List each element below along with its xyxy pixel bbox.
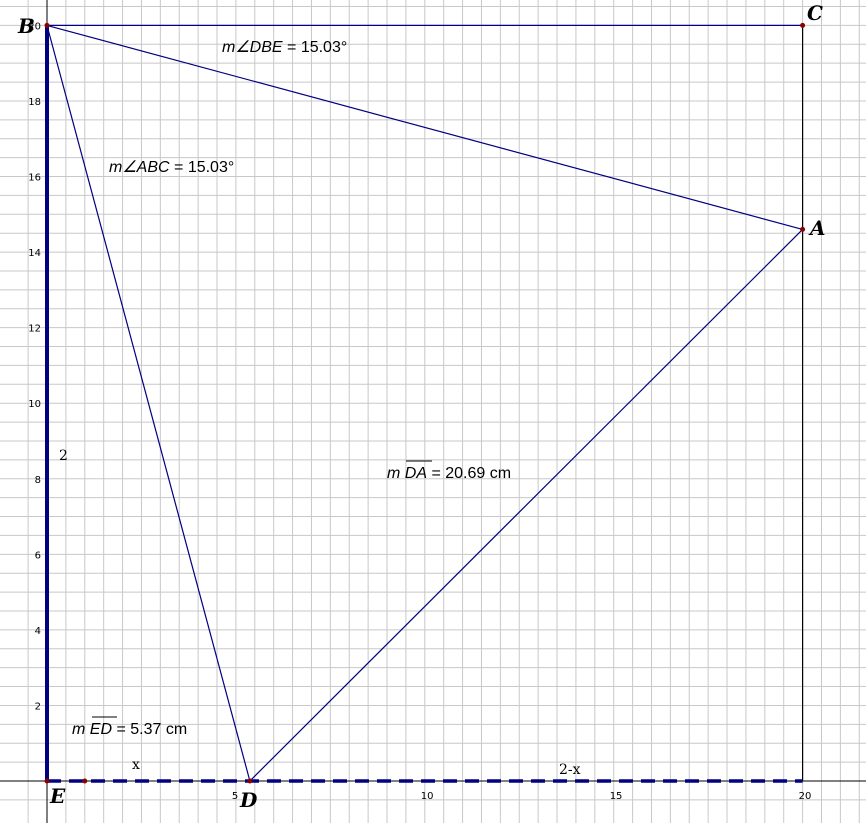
measure-segment-da-name: DA bbox=[405, 465, 427, 482]
measure-segment-da-value: = 20.69 cm bbox=[427, 465, 511, 482]
x-tick-label: 5 bbox=[232, 791, 238, 802]
measure-angle-dbe-prefix: m∠DBE bbox=[222, 39, 283, 56]
measure-angle-abc-value: = 15.03° bbox=[170, 159, 235, 176]
measure-angle-dbe-value: = 15.03° bbox=[283, 39, 348, 56]
measure-segment-ed-value: = 5.37 cm bbox=[112, 721, 187, 738]
y-tick-label: 14 bbox=[28, 248, 41, 259]
tick-labels: 5 10 15 20 2 4 6 8 10 12 14 16 18 20 bbox=[28, 21, 811, 802]
y-tick-label: 12 bbox=[28, 324, 41, 335]
label-point-d: D bbox=[239, 788, 258, 812]
segment-bd bbox=[46, 25, 251, 782]
y-tick-label: 4 bbox=[35, 626, 41, 637]
label-rest: 2-x bbox=[559, 762, 581, 778]
label-x: x bbox=[132, 757, 140, 773]
label-point-c: C bbox=[807, 1, 823, 25]
y-tick-label: 18 bbox=[28, 97, 41, 108]
x-tick-label: 15 bbox=[610, 791, 623, 802]
x-tick-label: 10 bbox=[421, 791, 434, 802]
measure-angle-abc: m∠ABC = 15.03° bbox=[109, 159, 234, 176]
measure-segment-da-m: m bbox=[387, 465, 405, 482]
measure-segment-ed-name: ED bbox=[90, 721, 113, 738]
label-point-b: B bbox=[17, 14, 35, 38]
segment-da bbox=[249, 228, 804, 782]
measure-angle-dbe: m∠DBE = 15.03° bbox=[222, 39, 347, 56]
measure-angle-abc-prefix: m∠ABC bbox=[109, 159, 170, 176]
y-tick-label: 6 bbox=[35, 550, 41, 561]
point-e[interactable] bbox=[44, 778, 50, 784]
point-d[interactable] bbox=[247, 778, 253, 784]
measure-segment-da: m DA = 20.69 cm bbox=[387, 465, 511, 482]
point-on-bottom[interactable] bbox=[82, 778, 88, 784]
y-tick-label: 2 bbox=[35, 701, 41, 712]
y-tick-label: 16 bbox=[28, 173, 41, 184]
x-tick-label: 20 bbox=[799, 791, 812, 802]
label-point-a: A bbox=[808, 216, 826, 240]
segment-ba bbox=[46, 24, 803, 230]
point-a[interactable] bbox=[800, 226, 806, 232]
measure-segment-ed: m ED = 5.37 cm bbox=[72, 721, 187, 738]
point-c[interactable] bbox=[800, 22, 806, 28]
measure-segment-ed-m: m bbox=[72, 721, 90, 738]
y-tick-label: 20 bbox=[28, 21, 41, 32]
point-b[interactable] bbox=[44, 22, 50, 28]
y-tick-label: 10 bbox=[28, 399, 41, 410]
label-point-e: E bbox=[49, 784, 66, 808]
label-side-length: 2 bbox=[59, 448, 68, 464]
y-tick-label: 8 bbox=[35, 475, 41, 486]
